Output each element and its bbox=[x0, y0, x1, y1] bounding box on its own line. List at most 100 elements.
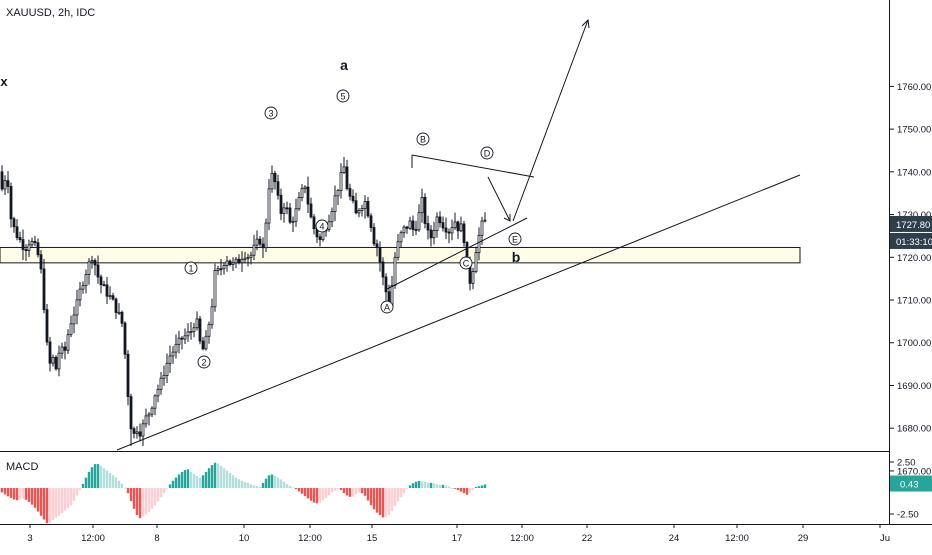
arrowhead-up bbox=[581, 18, 590, 29]
candle-body bbox=[303, 186, 307, 190]
macd-bar bbox=[6, 488, 10, 497]
time-tick-label: 12:00 bbox=[298, 533, 322, 544]
candle-body bbox=[309, 203, 313, 218]
candle-body bbox=[405, 226, 409, 229]
macd-bar bbox=[468, 488, 472, 494]
candle-body bbox=[312, 216, 316, 229]
candle-body bbox=[33, 241, 37, 244]
candle-body bbox=[153, 395, 157, 409]
macd-bar bbox=[354, 488, 358, 495]
macd-bar bbox=[375, 488, 379, 513]
symbol-title[interactable]: XAUUSD, 2h, IDC bbox=[6, 7, 96, 19]
price-tick-label: 1720.00 bbox=[897, 253, 931, 264]
candle-body bbox=[375, 243, 379, 248]
price-tick-label: 1730.00 bbox=[897, 210, 931, 221]
candle-body bbox=[102, 284, 106, 287]
candle-body bbox=[249, 254, 253, 258]
macd-title[interactable]: MACD bbox=[6, 461, 39, 473]
wave-circle-C bbox=[459, 256, 473, 270]
macd-bar bbox=[243, 482, 247, 488]
candle-body bbox=[42, 268, 46, 311]
macd-bar bbox=[108, 472, 112, 488]
macd-bar bbox=[54, 488, 58, 518]
macd-bar bbox=[324, 488, 328, 498]
countdown-badge bbox=[890, 232, 932, 249]
wave-circle-D bbox=[480, 146, 494, 160]
candle-body bbox=[45, 309, 49, 343]
macd-bar bbox=[0, 488, 4, 493]
candle-body bbox=[228, 260, 232, 265]
macd-bar bbox=[381, 488, 385, 518]
candle-body bbox=[333, 195, 337, 212]
macd-bar bbox=[216, 463, 220, 488]
macd-bar bbox=[312, 488, 316, 503]
macd-bar bbox=[273, 476, 277, 488]
candle-body bbox=[456, 221, 460, 232]
macd-bar bbox=[267, 475, 271, 488]
candle-body bbox=[63, 346, 67, 351]
macd-bar bbox=[183, 470, 187, 488]
candle-body bbox=[30, 241, 34, 246]
candle-body bbox=[51, 356, 55, 364]
candle-body bbox=[336, 189, 340, 197]
price-tick-label: 1740.00 bbox=[897, 167, 931, 178]
macd-bar bbox=[348, 488, 352, 497]
macd-bar bbox=[321, 488, 325, 501]
projection-arrow-up bbox=[512, 19, 589, 222]
candle-body bbox=[300, 188, 304, 198]
macd-bar bbox=[291, 487, 295, 489]
candle-body bbox=[426, 223, 430, 231]
candle-body bbox=[270, 172, 274, 190]
macd-bar bbox=[198, 477, 202, 488]
macd-bar bbox=[390, 488, 394, 511]
candle-body bbox=[114, 298, 118, 313]
candle-body bbox=[381, 261, 385, 278]
macd-bar bbox=[210, 465, 214, 488]
candle-body bbox=[414, 229, 418, 231]
macd-bar bbox=[432, 483, 436, 488]
candle-body bbox=[219, 268, 223, 271]
candle-body bbox=[165, 362, 169, 376]
candle-body bbox=[144, 415, 148, 425]
candle-body bbox=[444, 227, 448, 233]
macd-bar bbox=[21, 488, 25, 499]
macd-bar bbox=[294, 488, 298, 490]
time-tick-label: 12:00 bbox=[725, 533, 749, 544]
candle-body bbox=[204, 335, 208, 350]
candle-body bbox=[267, 188, 271, 224]
macd-bar bbox=[483, 484, 487, 488]
candle-body bbox=[330, 211, 334, 223]
candles-layer bbox=[0, 157, 487, 447]
macd-bar bbox=[144, 488, 148, 515]
candle-body bbox=[399, 232, 403, 243]
annotations-layer: x a b 1 2 3 4 5 A B C D E bbox=[0, 57, 522, 369]
wave-label-x: x bbox=[0, 74, 8, 89]
macd-bar bbox=[336, 488, 340, 490]
macd-bar bbox=[234, 477, 238, 488]
wave-label-1: 1 bbox=[188, 264, 193, 274]
support-zone bbox=[0, 246, 801, 264]
price-tick-label: 1690.00 bbox=[897, 381, 931, 392]
macd-bar bbox=[102, 468, 106, 488]
candle-body bbox=[0, 171, 4, 190]
macd-bar bbox=[444, 485, 448, 488]
macd-bar bbox=[78, 488, 82, 491]
candle-body bbox=[237, 258, 241, 264]
candle-body bbox=[441, 222, 445, 229]
macd-bar bbox=[9, 488, 13, 498]
macd-bar bbox=[213, 462, 217, 488]
candle-body bbox=[429, 229, 433, 239]
macd-bar bbox=[36, 488, 40, 512]
macd-bar bbox=[318, 488, 322, 503]
candle-body bbox=[408, 220, 412, 229]
candle-body bbox=[351, 195, 355, 202]
macd-bar bbox=[456, 488, 460, 491]
candle-body bbox=[21, 239, 25, 250]
support-zone-layer bbox=[0, 246, 801, 264]
candle-body bbox=[18, 237, 22, 241]
candle-body bbox=[396, 241, 400, 258]
triangle-lower-line bbox=[386, 217, 528, 290]
candle-body bbox=[198, 318, 202, 342]
